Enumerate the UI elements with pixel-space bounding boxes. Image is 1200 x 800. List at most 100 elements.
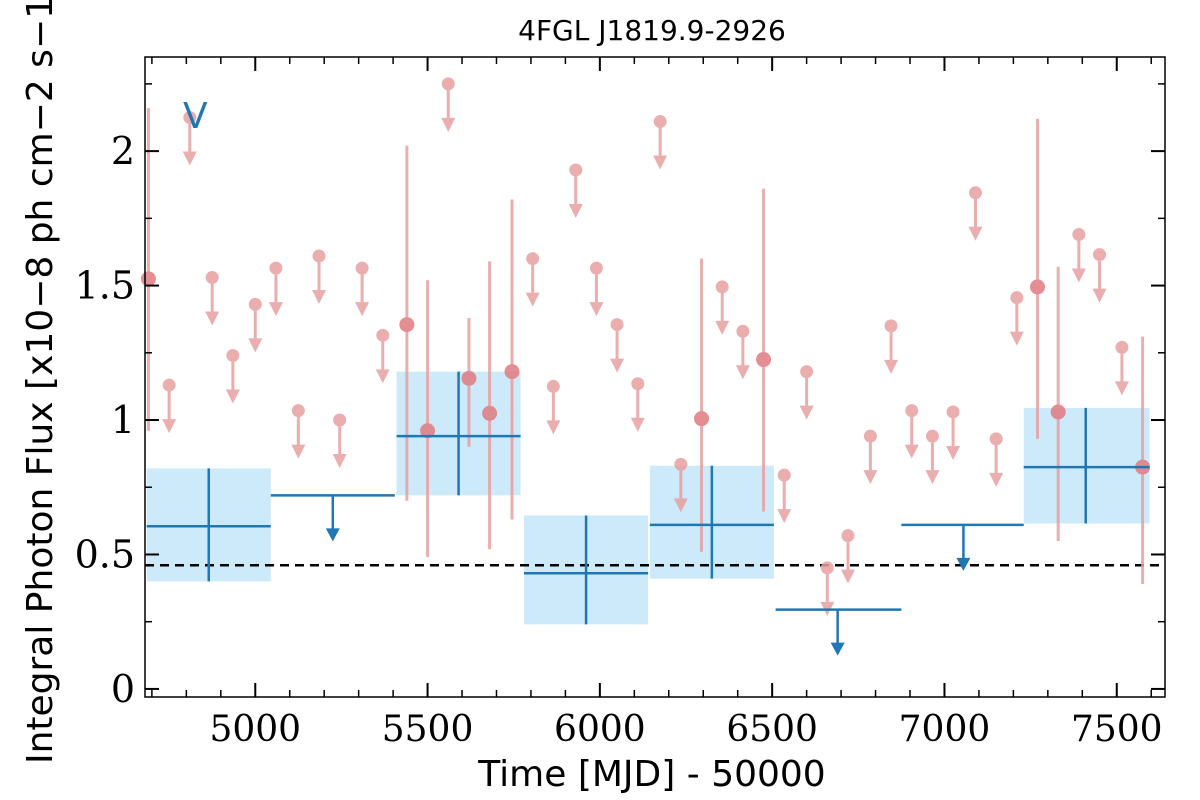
short-bin-detection-point [420,423,436,439]
short-bin-upper-limit-point [546,379,560,393]
short-bin-upper-limit-arrow [589,302,604,317]
short-bin-upper-limit-arrow [291,444,306,459]
short-bin-upper-limit-arrow [968,226,983,241]
short-bin-upper-limit-point [946,405,960,419]
short-bin-upper-limit [820,561,835,616]
short-bin-upper-limit [989,432,1004,487]
short-bin-detection [1030,118,1045,439]
short-bin-upper-limit-arrow [925,470,940,485]
legend-label: V [183,96,208,137]
short-bin-upper-limit-point [989,432,1003,446]
short-bin-upper-limit-point [569,163,583,177]
short-bin-upper-limit [568,163,583,218]
short-bin-detection [756,188,772,512]
short-bin-upper-limit-point [355,261,369,275]
short-bin-upper-limit-point [1093,248,1107,262]
long-bin-upper-limit-arrow [325,528,340,542]
short-bin-upper-limit-point [820,561,834,575]
x-tick-label: 7500 [1071,709,1163,750]
x-axis-label: Time [MJD] - 50000 [477,754,825,795]
short-bin-upper-limit-arrow [225,389,240,404]
short-bin-upper-limit-point [863,429,877,443]
short-bin-upper-limit [946,405,961,460]
x-tick-label: 6500 [726,709,818,750]
short-bin-upper-limit-point [674,457,688,471]
short-bin-upper-limit-point [526,252,540,266]
short-bin-upper-limit-point [841,529,855,543]
y-tick-label: 2 [111,129,135,173]
short-bin-upper-limit [546,379,561,435]
short-bin-upper-limit [375,328,390,384]
short-bin-upper-limit-point [183,111,197,125]
short-bin-upper-limit [840,529,855,584]
short-bin-upper-limit-point [800,365,814,379]
short-bin-detection-point [1050,404,1066,420]
short-bin-upper-limit [162,378,177,434]
short-bin-detection [399,145,415,501]
y-tick-label: 0 [111,667,135,711]
short-bin-upper-limit-point [653,115,667,129]
short-bin-upper-limit [441,77,456,132]
short-bin-upper-limit-point [333,413,347,427]
short-bin-detection-point [1030,279,1045,295]
short-bin-upper-limit-arrow [863,470,878,485]
short-bin-upper-limit-arrow [904,444,919,459]
short-bin-upper-limit [968,186,983,241]
plot-frame [144,56,1166,698]
short-bin-upper-limit-arrow [840,569,855,584]
short-bin-upper-limit-arrow [568,203,583,218]
short-bin-upper-limit [610,318,625,373]
short-bin-upper-limit-point [610,318,624,332]
y-tick-label: 0.5 [75,532,135,576]
short-bin-upper-limit [1009,291,1024,346]
short-bin-upper-limit-point [205,271,219,285]
short-bin-upper-limit-arrow [735,365,750,380]
short-bin-upper-limit-point [291,404,305,418]
short-bin-upper-limit-arrow [777,509,792,524]
short-bin-upper-limit-point [312,249,326,263]
short-bin-upper-limit-arrow [946,445,961,460]
long-bin-upper-limit-arrow [956,557,971,571]
x-tick-label: 5500 [382,709,474,750]
short-bin-upper-limit [715,280,730,335]
short-bin-detection [461,317,477,447]
short-bin-detection [420,280,436,558]
short-bin-upper-limit-arrow [205,311,220,326]
short-bin-upper-limit [182,111,197,166]
short-bin-upper-limit-arrow [610,358,625,373]
short-bin-detection-point [482,405,498,421]
short-bin-upper-limit [312,249,327,304]
short-bin-detection-point [461,370,477,386]
short-bin-upper-limit-arrow [248,338,263,353]
short-bin-upper-limit-arrow [268,302,283,317]
x-tick-label: 7000 [899,709,991,750]
short-bin-detection-point [399,317,415,333]
short-bin-upper-limit [630,377,645,432]
short-bin-upper-limit-point [1072,227,1086,241]
short-bin-upper-limit [653,115,668,170]
short-bin-upper-limit-arrow [1114,381,1129,396]
short-bin-upper-limit-point [162,378,176,392]
short-bin-upper-limit [248,297,263,353]
short-bin-upper-limit-arrow [989,472,1004,487]
short-bin-upper-limit-arrow [715,320,730,335]
short-bin-upper-limit [884,319,899,374]
short-bin-detection-point [140,271,156,287]
short-bin-upper-limit-arrow [630,417,645,432]
chart-title: 4FGL J1819.9-2926 [518,14,786,47]
short-bin-upper-limit-point [441,77,455,91]
short-bin-upper-limit [205,271,220,326]
y-axis-label: Integral Photon Flux [x10−8 ph cm−2 s−1] [20,0,61,764]
short-bin-upper-limit-point [905,404,919,418]
short-bin-upper-limit [268,261,283,317]
short-bin-upper-limit-point [269,261,283,275]
short-bin-upper-limit [904,404,919,459]
short-bin-upper-limit-point [715,280,729,294]
short-bin-detection-point [694,411,710,427]
short-bin-upper-limit [863,429,878,485]
short-bin-upper-limit-arrow [441,117,456,132]
short-bin-detection [504,199,520,520]
short-bin-upper-limit-point [884,319,898,333]
short-bin-upper-limit [735,324,750,380]
x-tick-label: 5000 [209,709,301,750]
